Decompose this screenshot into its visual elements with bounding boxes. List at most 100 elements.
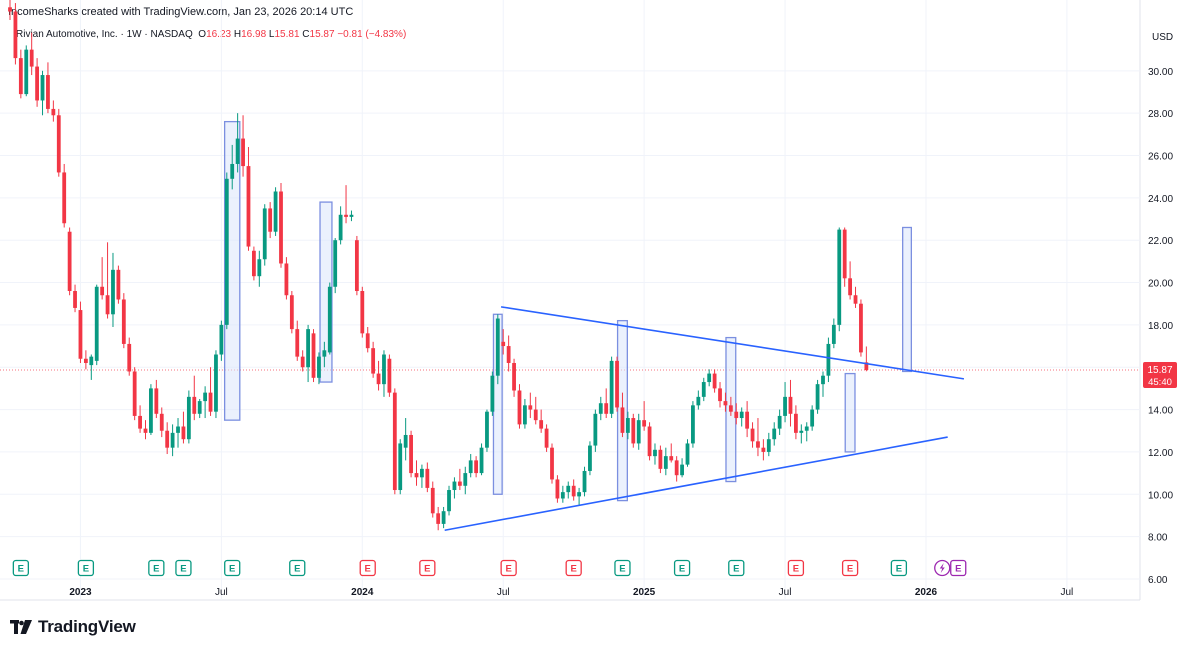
candle-body <box>528 405 533 410</box>
upcoming-earnings-icon <box>950 559 967 577</box>
earnings-event-icon <box>77 559 95 577</box>
candle-body <box>685 443 690 465</box>
candle-body <box>132 371 137 416</box>
candle-body <box>739 411 744 419</box>
highlight-box <box>319 201 333 383</box>
candle-body <box>214 354 218 412</box>
candle-body <box>317 356 321 378</box>
candle-body <box>604 403 609 414</box>
candle-body <box>669 456 674 461</box>
candle-body <box>620 407 625 433</box>
earnings-label: E <box>847 564 853 575</box>
candle-body <box>306 329 310 368</box>
earnings-event-icon <box>12 559 29 577</box>
candle-body <box>485 411 489 448</box>
candle-body <box>365 333 370 349</box>
candle-body <box>273 191 278 232</box>
candle-body <box>523 405 527 425</box>
candle-body <box>420 468 424 478</box>
candle-body <box>398 443 403 491</box>
candle-body <box>512 362 516 391</box>
candle-body <box>121 299 126 344</box>
candle-body <box>208 392 213 412</box>
candle-body <box>230 163 235 179</box>
candle-body <box>24 49 29 95</box>
candle-body <box>56 115 61 173</box>
earnings-event-icon <box>841 559 859 577</box>
candle-body <box>192 396 197 414</box>
candle-body <box>658 449 663 469</box>
candle-body <box>295 329 300 357</box>
earnings-event-icon <box>787 559 805 577</box>
candle-body <box>219 324 224 355</box>
candle-body <box>354 240 359 292</box>
x-tick-label: Jul <box>779 587 792 598</box>
y-tick-label: 20.00 <box>1148 279 1173 290</box>
candle-body <box>745 411 750 429</box>
bar-countdown: 45:40 <box>1148 377 1172 388</box>
earnings-event-icon <box>673 559 691 577</box>
candle-body <box>560 492 565 499</box>
candle-body <box>799 430 804 433</box>
symbol-name[interactable]: Rivian Automotive, Inc. · 1W · NASDAQ <box>16 29 193 40</box>
candle-body <box>322 350 327 357</box>
candle-body <box>707 373 712 383</box>
candle-body <box>392 392 397 491</box>
candle-body <box>403 434 408 448</box>
candle-body <box>653 449 657 457</box>
earnings-event-icon <box>419 559 436 577</box>
candle-body <box>289 295 294 330</box>
candle-body <box>794 413 798 433</box>
x-tick-label: 2025 <box>633 587 656 598</box>
y-tick-label: 10.00 <box>1148 490 1173 501</box>
candle-body <box>268 208 273 232</box>
candle-body <box>78 310 83 359</box>
candle-body <box>387 358 392 393</box>
candle-body <box>181 426 186 440</box>
candle-body <box>772 428 777 440</box>
candle-body <box>853 295 858 304</box>
candle-body <box>116 269 121 300</box>
y-tick-label: 14.00 <box>1148 406 1173 417</box>
candle-body <box>696 396 701 406</box>
earnings-label: E <box>294 564 300 575</box>
candle-body <box>224 178 229 325</box>
candle-body <box>837 229 842 325</box>
earnings-label: E <box>365 564 371 575</box>
open-value: 16.23 <box>206 29 232 40</box>
candle-body <box>127 343 132 372</box>
earnings-label: E <box>679 564 685 575</box>
tradingview-logo[interactable]: TradingView <box>10 617 136 637</box>
candle-body <box>62 172 67 224</box>
x-tick-label: 2023 <box>69 587 92 598</box>
y-tick-label: 26.00 <box>1148 152 1173 163</box>
earnings-label: E <box>180 564 186 575</box>
candle-body <box>8 7 12 12</box>
candle-body <box>517 390 522 425</box>
candle-body <box>728 405 733 412</box>
last-price-tag <box>1143 361 1177 388</box>
earnings-label: E <box>571 564 577 575</box>
earnings-label: E <box>896 564 902 575</box>
currency-label: USD <box>1152 32 1173 43</box>
candle-body <box>338 214 343 241</box>
candle-body <box>788 396 793 414</box>
candle-body <box>382 354 386 385</box>
earnings-event-icon <box>175 559 192 577</box>
candle-body <box>490 375 495 412</box>
earnings-label: E <box>619 564 625 575</box>
earnings-label: E <box>505 564 511 575</box>
candle-body <box>29 49 34 67</box>
candle-body <box>864 362 869 370</box>
y-tick-label: 28.00 <box>1148 109 1173 120</box>
candle-body <box>615 360 619 408</box>
open-label: O <box>198 29 207 40</box>
candle-body <box>94 286 99 361</box>
candle-body <box>848 278 852 296</box>
x-tick-label: Jul <box>1061 587 1074 598</box>
candle-body <box>197 401 202 414</box>
earnings-event-icon <box>565 559 582 577</box>
change-value: −0.81 (−4.83%) <box>337 29 407 40</box>
candle-body <box>89 356 94 366</box>
